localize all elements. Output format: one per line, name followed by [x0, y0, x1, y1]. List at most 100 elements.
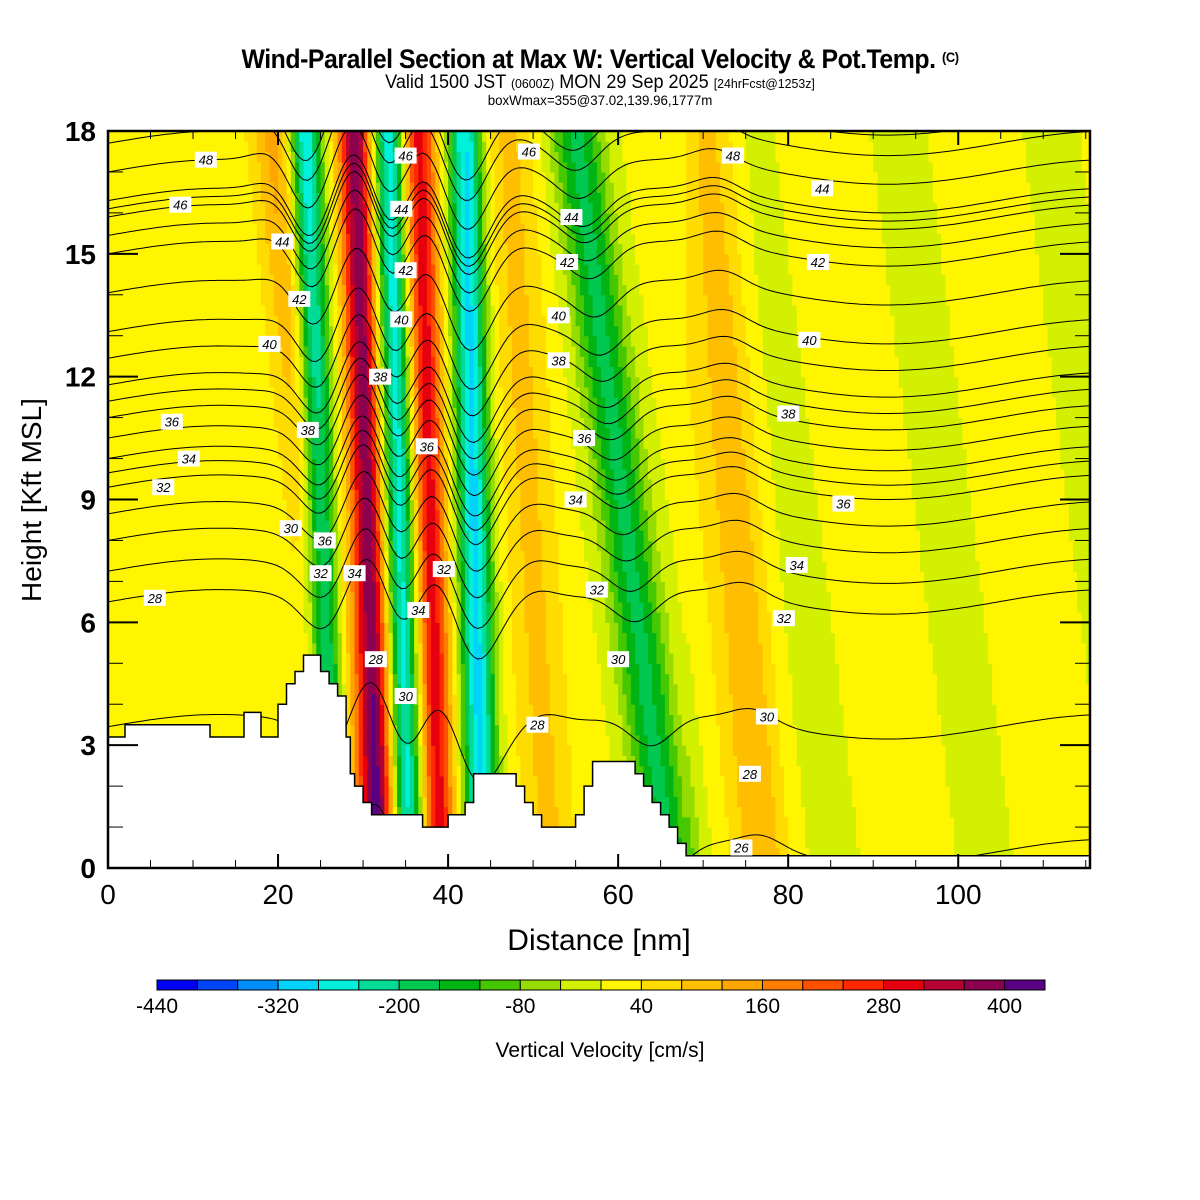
field-cell [159, 376, 164, 388]
field-cell [384, 673, 390, 685]
field-cell [193, 683, 198, 695]
zulu-time: (0600Z) [510, 76, 555, 91]
field-cell [108, 131, 113, 142]
field-cell [290, 192, 296, 204]
field-cell [350, 683, 356, 695]
field-cell [392, 489, 398, 501]
field-cell [244, 294, 249, 306]
field-cell [125, 673, 130, 685]
field-cell [256, 376, 262, 388]
field-cell [367, 601, 373, 613]
field-cell [375, 745, 381, 756]
field-cell [354, 397, 360, 408]
field-cell [320, 233, 326, 245]
field-cell [346, 663, 351, 675]
field-cell [397, 386, 402, 398]
field-cell [397, 171, 402, 183]
field-cell [167, 622, 173, 634]
field-cell [146, 601, 152, 613]
field-cell [231, 233, 237, 245]
field-cell [269, 417, 275, 429]
field-cell [303, 182, 309, 193]
field-cell [392, 540, 398, 552]
field-cell [282, 202, 288, 214]
field-cell [273, 131, 279, 142]
field-cell [129, 407, 135, 419]
field-cell [261, 253, 266, 265]
field-cell [329, 458, 334, 470]
field-cell [197, 530, 203, 541]
field-cell [367, 243, 373, 255]
field-cell [210, 468, 215, 480]
field-cell [154, 622, 160, 634]
field-cell [120, 151, 126, 163]
field-cell [265, 427, 271, 439]
field-cell [248, 632, 254, 644]
field-cell [184, 704, 190, 715]
field-cell [261, 653, 266, 664]
field-cell [201, 479, 207, 490]
field-cell [384, 407, 390, 419]
field-cell [197, 182, 203, 193]
field-cell [218, 294, 224, 306]
field-cell [129, 683, 135, 695]
field-cell [273, 479, 279, 490]
field-cell [222, 540, 228, 552]
field-cell [197, 540, 203, 552]
field-cell [154, 212, 160, 224]
field-cell [150, 509, 156, 521]
field-cell [163, 397, 169, 408]
field-cell [137, 520, 143, 531]
field-cell [282, 489, 288, 501]
field-cell [210, 714, 215, 726]
field-cell [116, 131, 122, 142]
field-cell [329, 653, 334, 664]
field-cell [142, 366, 147, 378]
field-cell [129, 366, 135, 378]
field-cell [239, 448, 245, 460]
field-cell [363, 714, 368, 726]
field-cell [324, 468, 330, 480]
field-cell [307, 356, 313, 367]
field-cell [108, 622, 113, 634]
field-cell [295, 550, 300, 562]
field-cell [375, 530, 381, 541]
field-cell [120, 264, 126, 275]
field-cell [129, 448, 135, 460]
field-cell [163, 192, 169, 204]
field-cell [231, 151, 237, 163]
field-cell [129, 540, 135, 552]
field-cell [286, 499, 292, 511]
field-cell [142, 479, 147, 490]
field-cell [265, 202, 271, 214]
field-cell [286, 448, 292, 460]
field-cell [146, 530, 152, 541]
field-cell [384, 591, 390, 603]
field-cell [235, 192, 241, 204]
field-cell [316, 550, 322, 562]
field-cell [320, 141, 326, 152]
field-cell [150, 335, 156, 347]
field-cell [350, 520, 356, 531]
field-cell [384, 806, 390, 818]
field-cell [375, 571, 381, 582]
field-cell [350, 346, 356, 357]
field-cell [371, 520, 377, 531]
field-cell [125, 294, 130, 306]
field-cell [159, 274, 164, 286]
field-cell [295, 131, 300, 142]
field-cell [108, 253, 113, 265]
field-cell [180, 264, 186, 275]
field-cell [235, 223, 241, 234]
field-cell [248, 468, 254, 480]
field-cell [384, 131, 390, 142]
field-cell [210, 346, 215, 357]
field-cell [367, 356, 373, 367]
field-cell [333, 212, 339, 224]
field-cell [384, 540, 390, 552]
field-cell [290, 202, 296, 214]
field-cell [244, 253, 249, 265]
field-cell [354, 182, 360, 193]
field-cell [125, 704, 130, 715]
field-cell [210, 448, 215, 460]
